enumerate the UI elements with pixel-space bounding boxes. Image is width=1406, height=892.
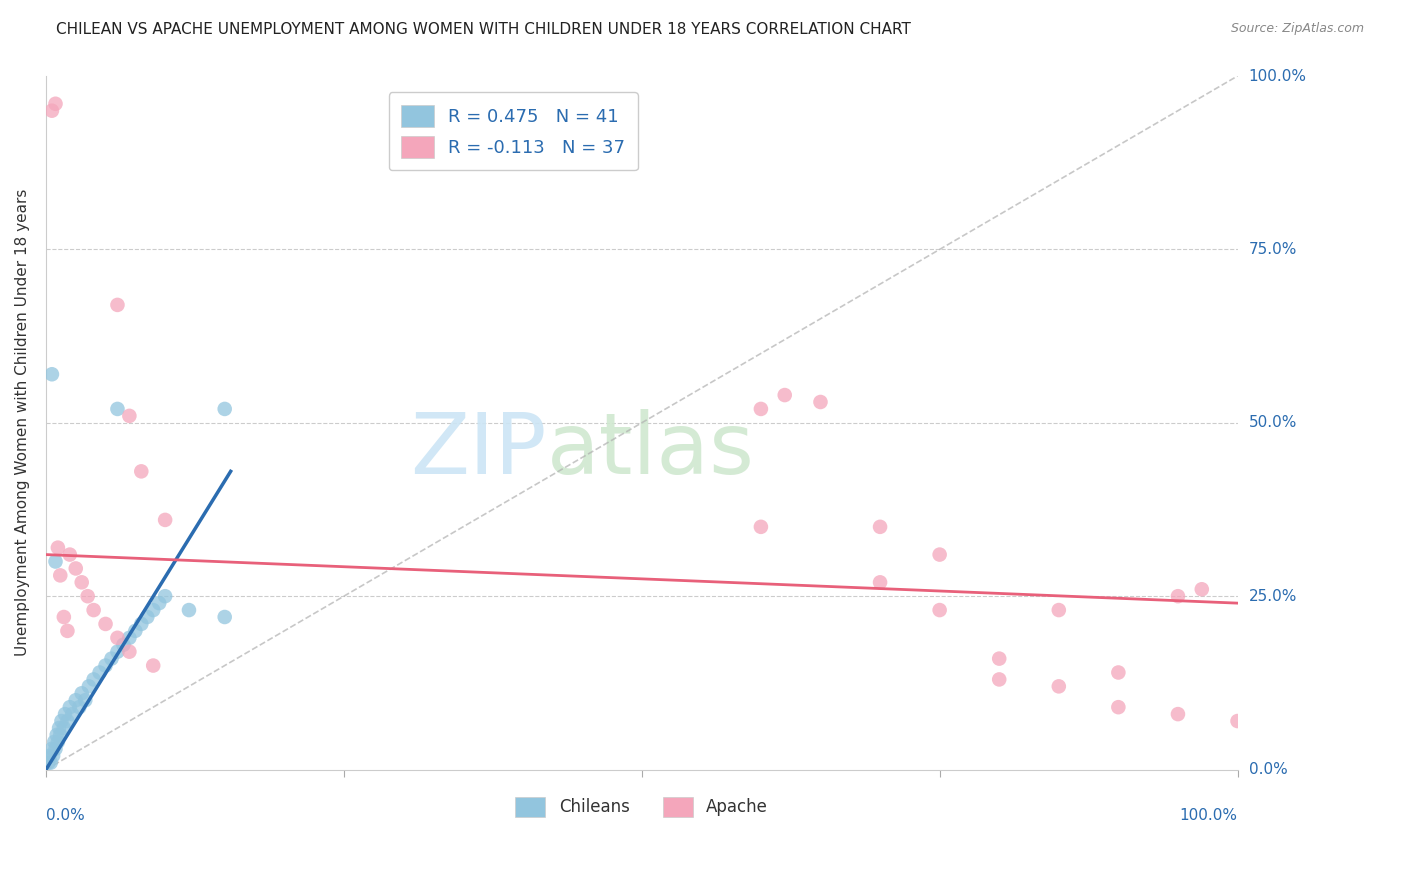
- Point: [94, 658, 117, 673]
- Point: [129, 464, 152, 478]
- Point: [52, 721, 75, 735]
- Text: 100.0%: 100.0%: [1249, 69, 1306, 84]
- Text: 0.0%: 0.0%: [46, 808, 84, 823]
- Point: [142, 603, 165, 617]
- Point: [45, 728, 67, 742]
- Text: atlas: atlas: [547, 409, 755, 492]
- Point: [1167, 707, 1189, 722]
- Text: ZIP: ZIP: [411, 409, 547, 492]
- Point: [1107, 665, 1129, 680]
- Point: [107, 298, 129, 312]
- Point: [77, 679, 100, 693]
- Point: [60, 707, 83, 722]
- Point: [41, 368, 63, 382]
- Point: [177, 603, 200, 617]
- Point: [214, 610, 236, 624]
- Point: [869, 575, 891, 590]
- Point: [51, 714, 73, 728]
- Point: [153, 589, 176, 603]
- Point: [53, 707, 76, 722]
- Point: [44, 735, 66, 749]
- Y-axis label: Unemployment Among Women with Children Under 18 years: Unemployment Among Women with Children U…: [15, 189, 30, 657]
- Text: CHILEAN VS APACHE UNEMPLOYMENT AMONG WOMEN WITH CHILDREN UNDER 18 YEARS CORRELAT: CHILEAN VS APACHE UNEMPLOYMENT AMONG WOM…: [56, 22, 911, 37]
- Point: [1047, 603, 1070, 617]
- Point: [1226, 714, 1249, 728]
- Point: [59, 548, 82, 562]
- Point: [928, 603, 950, 617]
- Point: [83, 603, 105, 617]
- Point: [94, 616, 117, 631]
- Point: [70, 575, 93, 590]
- Point: [749, 401, 772, 416]
- Point: [107, 631, 129, 645]
- Legend: Chileans, Apache: Chileans, Apache: [509, 790, 775, 823]
- Point: [67, 700, 90, 714]
- Point: [107, 645, 129, 659]
- Point: [39, 756, 62, 770]
- Point: [38, 748, 60, 763]
- Point: [1191, 582, 1213, 597]
- Point: [112, 638, 135, 652]
- Point: [214, 401, 236, 416]
- Point: [136, 610, 159, 624]
- Point: [749, 520, 772, 534]
- Point: [49, 728, 72, 742]
- Point: [49, 568, 72, 582]
- Point: [46, 541, 69, 555]
- Point: [148, 596, 170, 610]
- Point: [1047, 679, 1070, 693]
- Point: [56, 624, 79, 638]
- Text: 50.0%: 50.0%: [1249, 416, 1296, 430]
- Point: [41, 741, 63, 756]
- Point: [928, 548, 950, 562]
- Point: [810, 395, 832, 409]
- Point: [76, 589, 98, 603]
- Point: [48, 721, 70, 735]
- Point: [70, 686, 93, 700]
- Point: [129, 616, 152, 631]
- Point: [988, 673, 1011, 687]
- Text: 25.0%: 25.0%: [1249, 589, 1296, 604]
- Point: [107, 401, 129, 416]
- Point: [118, 631, 141, 645]
- Point: [42, 748, 65, 763]
- Point: [1167, 589, 1189, 603]
- Point: [56, 714, 79, 728]
- Point: [988, 651, 1011, 665]
- Point: [37, 756, 59, 770]
- Point: [89, 665, 111, 680]
- Text: 75.0%: 75.0%: [1249, 242, 1296, 257]
- Point: [153, 513, 176, 527]
- Point: [46, 735, 69, 749]
- Point: [65, 561, 87, 575]
- Point: [1107, 700, 1129, 714]
- Point: [44, 741, 66, 756]
- Point: [118, 645, 141, 659]
- Point: [118, 409, 141, 423]
- Point: [44, 96, 66, 111]
- Point: [83, 673, 105, 687]
- Point: [100, 651, 122, 665]
- Point: [59, 700, 82, 714]
- Point: [869, 520, 891, 534]
- Point: [773, 388, 796, 402]
- Text: Source: ZipAtlas.com: Source: ZipAtlas.com: [1230, 22, 1364, 36]
- Point: [44, 555, 66, 569]
- Point: [142, 658, 165, 673]
- Text: 0.0%: 0.0%: [1249, 762, 1288, 777]
- Point: [75, 693, 97, 707]
- Point: [124, 624, 146, 638]
- Point: [41, 103, 63, 118]
- Point: [65, 693, 87, 707]
- Point: [52, 610, 75, 624]
- Text: 100.0%: 100.0%: [1180, 808, 1237, 823]
